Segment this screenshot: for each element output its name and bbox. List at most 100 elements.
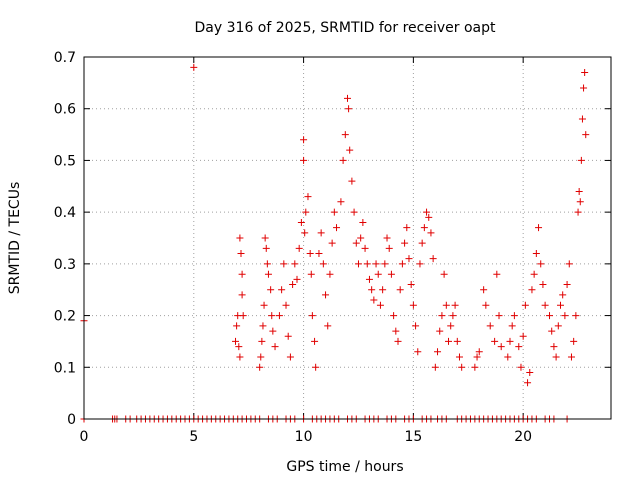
- x-tick-label: 10: [295, 429, 313, 445]
- data-point: [554, 322, 562, 330]
- data-point: [449, 312, 457, 320]
- data-point: [315, 250, 323, 258]
- data-point: [365, 275, 373, 283]
- data-point: [574, 208, 582, 216]
- data-point: [455, 353, 463, 361]
- data-point: [576, 198, 584, 206]
- data-point: [383, 234, 391, 242]
- data-point: [390, 312, 398, 320]
- data-point: [535, 224, 543, 232]
- data-point: [301, 229, 309, 237]
- data-point: [361, 244, 369, 252]
- data-point: [363, 260, 371, 268]
- data-point: [550, 343, 558, 351]
- data-point: [515, 343, 523, 351]
- data-point: [333, 224, 341, 232]
- data-point: [326, 270, 334, 278]
- data-point: [572, 312, 580, 320]
- data-point: [539, 281, 547, 289]
- grid-layer: [83, 56, 611, 420]
- data-point: [442, 301, 450, 309]
- data-point: [565, 260, 573, 268]
- data-point: [427, 229, 435, 237]
- data-point: [308, 312, 316, 320]
- data-point: [578, 115, 586, 123]
- data-point: [341, 131, 349, 139]
- data-point: [582, 131, 590, 139]
- data-point: [319, 260, 327, 268]
- y-tick-label: 0: [67, 412, 76, 428]
- data-point: [344, 94, 351, 102]
- x-tick-label: 0: [80, 429, 89, 445]
- data-point: [403, 224, 411, 232]
- data-point: [480, 286, 488, 294]
- data-point: [473, 353, 481, 361]
- data-point: [236, 353, 244, 361]
- data-point: [392, 327, 400, 335]
- data-point: [491, 337, 499, 345]
- data-point: [524, 379, 532, 387]
- data-point: [236, 234, 244, 242]
- data-point: [401, 239, 409, 247]
- data-point: [239, 312, 247, 320]
- data-point: [300, 136, 308, 144]
- data-point: [475, 348, 483, 356]
- data-point: [263, 260, 271, 268]
- data-point: [438, 312, 446, 320]
- data-point: [563, 281, 571, 289]
- data-point: [385, 244, 393, 252]
- data-point: [567, 353, 575, 361]
- y-tick-label: 0.4: [54, 205, 76, 221]
- data-point: [282, 301, 290, 309]
- data-point: [370, 296, 378, 304]
- data-point: [416, 260, 424, 268]
- data-point: [302, 208, 310, 216]
- marks-layer: [80, 63, 590, 423]
- data-point: [350, 208, 358, 216]
- data-point: [345, 105, 353, 113]
- data-point: [278, 286, 286, 294]
- data-point: [304, 193, 312, 201]
- data-point: [289, 281, 297, 289]
- data-point: [431, 363, 439, 371]
- data-point: [405, 255, 413, 263]
- data-point: [541, 301, 549, 309]
- data-point: [407, 281, 415, 289]
- data-point: [561, 312, 569, 320]
- data-point: [238, 291, 246, 299]
- data-point: [495, 312, 503, 320]
- plot-frame: [83, 56, 612, 420]
- y-axis-label: SRMTID / TECUs: [7, 182, 23, 295]
- data-point: [546, 312, 554, 320]
- y-tick-label: 0.3: [54, 257, 76, 273]
- data-point: [453, 337, 461, 345]
- data-point: [330, 208, 338, 216]
- data-point: [232, 337, 240, 345]
- data-point: [264, 270, 272, 278]
- data-point: [306, 250, 314, 258]
- data-point: [322, 291, 330, 299]
- data-point: [396, 286, 404, 294]
- data-point: [258, 337, 266, 345]
- data-point: [517, 363, 525, 371]
- data-point: [548, 327, 556, 335]
- data-point: [267, 286, 275, 294]
- data-point: [262, 244, 270, 252]
- data-point: [398, 260, 406, 268]
- data-point: [381, 260, 389, 268]
- data-point: [376, 301, 384, 309]
- data-point: [486, 322, 494, 330]
- data-point: [429, 255, 437, 263]
- data-point: [237, 250, 245, 258]
- data-point: [307, 270, 315, 278]
- data-point: [482, 301, 490, 309]
- data-point: [271, 343, 279, 351]
- data-point: [577, 156, 585, 164]
- data-point: [425, 213, 433, 221]
- data-point: [284, 332, 292, 340]
- data-point: [357, 234, 365, 242]
- data-point: [359, 218, 367, 226]
- data-point: [261, 234, 269, 242]
- data-point: [348, 177, 356, 185]
- data-point: [300, 156, 308, 164]
